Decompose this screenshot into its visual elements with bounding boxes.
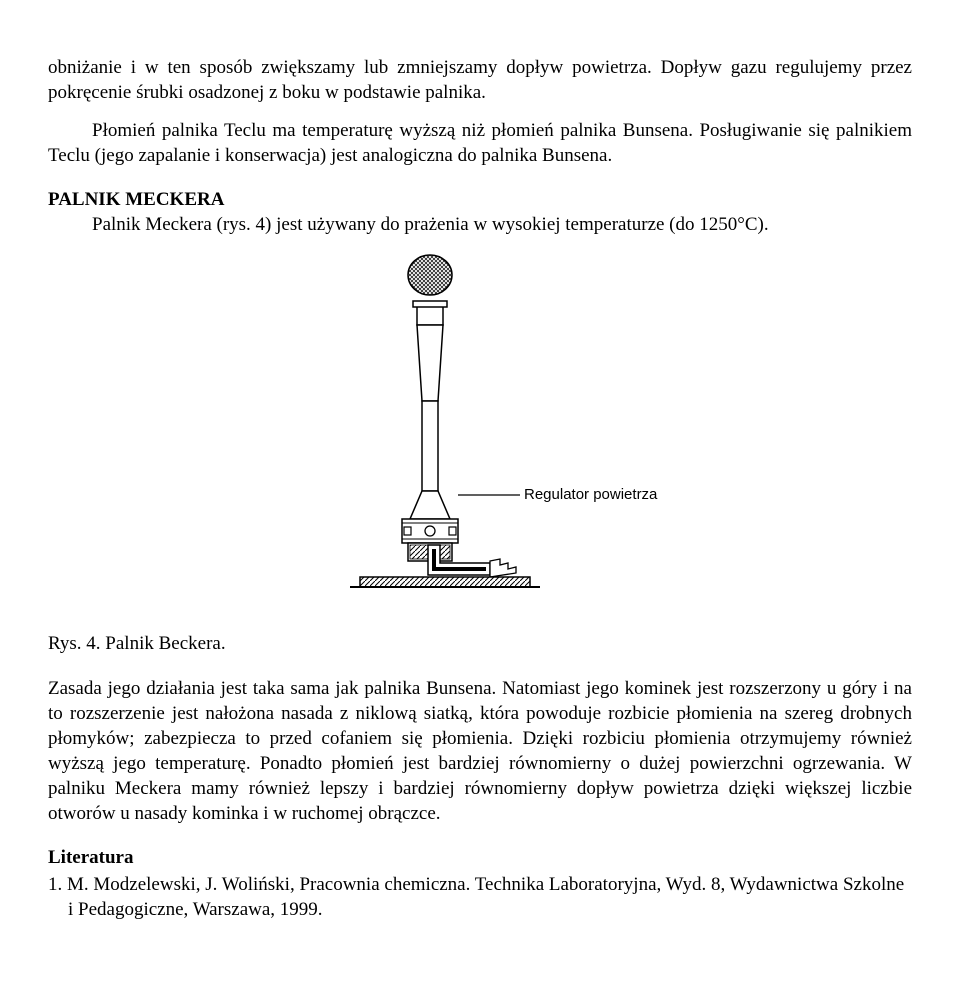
figure-caption: Rys. 4. Palnik Beckera. bbox=[48, 631, 912, 656]
intro-paragraph-2: Płomień palnika Teclu ma temperaturę wyż… bbox=[48, 118, 912, 168]
figure-label-regulator: Regulator powietrza bbox=[524, 486, 658, 503]
intro-paragraph-1: obniżanie i w ten sposób zwiększamy lub … bbox=[48, 55, 912, 105]
burner-diagram-svg: Regulator powietrza bbox=[290, 251, 670, 621]
section-heading-meckera: PALNIK MECKERA bbox=[48, 187, 912, 212]
literature-item-1: 1. M. Modzelewski, J. Woliński, Pracowni… bbox=[48, 872, 912, 922]
figure-meckera-burner: Regulator powietrza bbox=[48, 251, 912, 621]
literature-heading: Literatura bbox=[48, 845, 912, 870]
section-body-meckera: Palnik Meckera (rys. 4) jest używany do … bbox=[48, 212, 912, 237]
operation-paragraph: Zasada jego działania jest taka sama jak… bbox=[48, 676, 912, 826]
